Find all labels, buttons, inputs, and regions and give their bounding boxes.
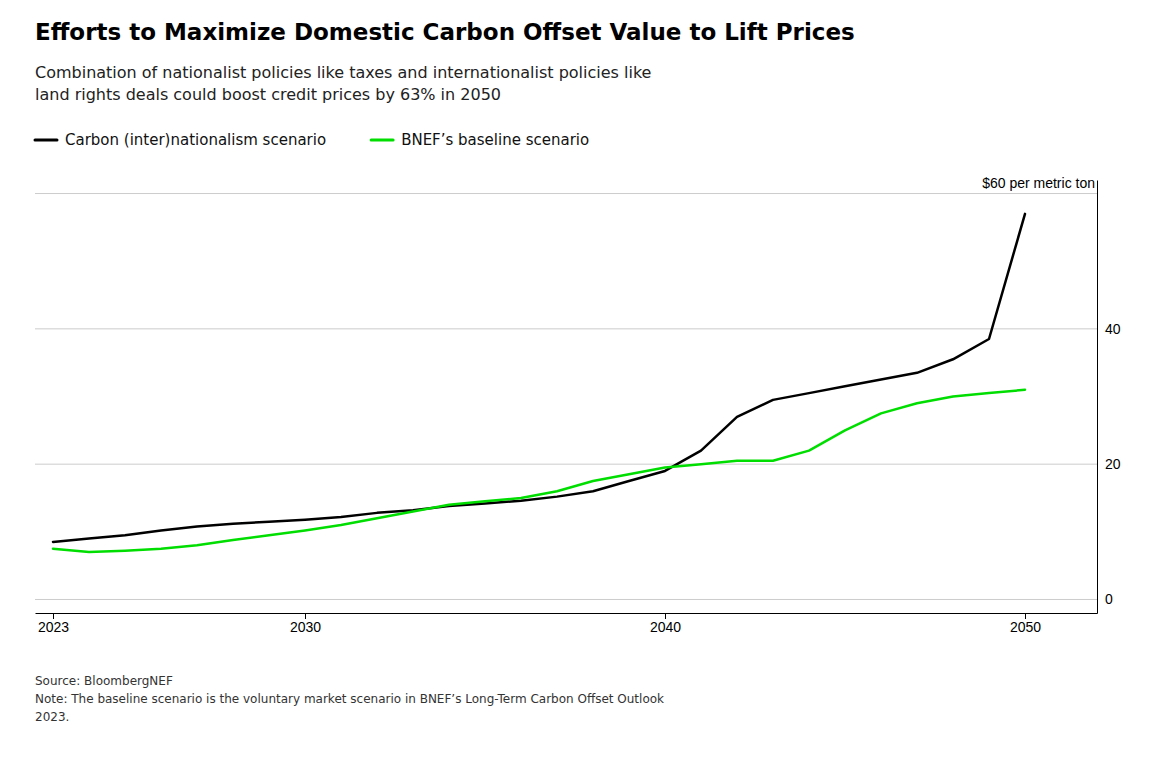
- title: Efforts to Maximize Domestic Carbon Offs…: [35, 19, 855, 45]
- x-axis: 2023 2030 2040 2050: [36, 613, 1098, 635]
- subtitle-line: Combination of nationalist policies like…: [35, 63, 651, 82]
- x-tick-label: 2030: [290, 619, 321, 635]
- x-tick: 2040: [650, 613, 681, 635]
- source-note: Source: BloombergNEF Note: The baseline s…: [35, 674, 664, 724]
- grid-line: [35, 599, 1097, 600]
- lines: [53, 214, 1025, 552]
- legend-label: BNEF’s baseline scenario: [401, 131, 589, 149]
- y-axis: 0 20 40 $60 per metric ton: [982, 175, 1121, 614]
- y-tick: $60 per metric ton: [982, 175, 1097, 194]
- y-tick: 40: [1097, 321, 1121, 337]
- x-tick: 2030: [290, 613, 321, 635]
- chart: Efforts to Maximize Domestic Carbon Offs…: [0, 0, 1167, 763]
- source-line: Source: BloombergNEF: [35, 674, 173, 688]
- legend: Carbon (inter)nationalism scenario BNEF’s…: [35, 131, 589, 149]
- x-tick: 2023: [38, 613, 69, 635]
- x-tick: 2050: [1010, 613, 1041, 635]
- grid-line: [35, 464, 1097, 465]
- series-line: [53, 214, 1025, 542]
- y-tick-label: 0: [1105, 591, 1113, 607]
- y-tick-label: $60 per metric ton: [982, 175, 1095, 191]
- y-tick: 0: [1097, 591, 1113, 607]
- subtitle: Combination of nationalist policies like…: [35, 63, 651, 104]
- series-line: [53, 390, 1025, 552]
- y-tick-label: 20: [1105, 456, 1121, 472]
- y-axis-line: [1097, 181, 1098, 614]
- legend-swatch: [35, 139, 57, 142]
- x-tick-label: 2040: [650, 619, 681, 635]
- x-tick-label: 2023: [38, 619, 69, 635]
- y-tick: 20: [1097, 456, 1121, 472]
- legend-item: BNEF’s baseline scenario: [371, 131, 589, 149]
- grid: [35, 194, 1097, 600]
- source-line: Note: The baseline scenario is the volun…: [35, 692, 664, 706]
- grid-line: [35, 328, 1097, 329]
- x-tick-label: 2050: [1010, 619, 1041, 635]
- grid-line: [35, 193, 1097, 194]
- x-axis-line: [36, 613, 1098, 614]
- legend-swatch: [371, 139, 393, 142]
- plot: 202320302040205002040$60 per metric ton: [35, 175, 1121, 635]
- y-tick-label: 40: [1105, 321, 1121, 337]
- subtitle-line: land rights deals could boost credit pri…: [35, 85, 501, 104]
- legend-item: Carbon (inter)nationalism scenario: [35, 131, 326, 149]
- legend-label: Carbon (inter)nationalism scenario: [65, 131, 326, 149]
- source-line: 2023.: [35, 710, 69, 724]
